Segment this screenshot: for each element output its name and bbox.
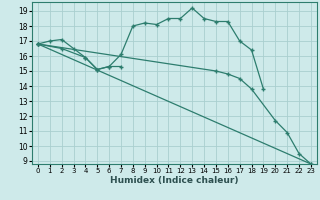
- X-axis label: Humidex (Indice chaleur): Humidex (Indice chaleur): [110, 176, 239, 185]
